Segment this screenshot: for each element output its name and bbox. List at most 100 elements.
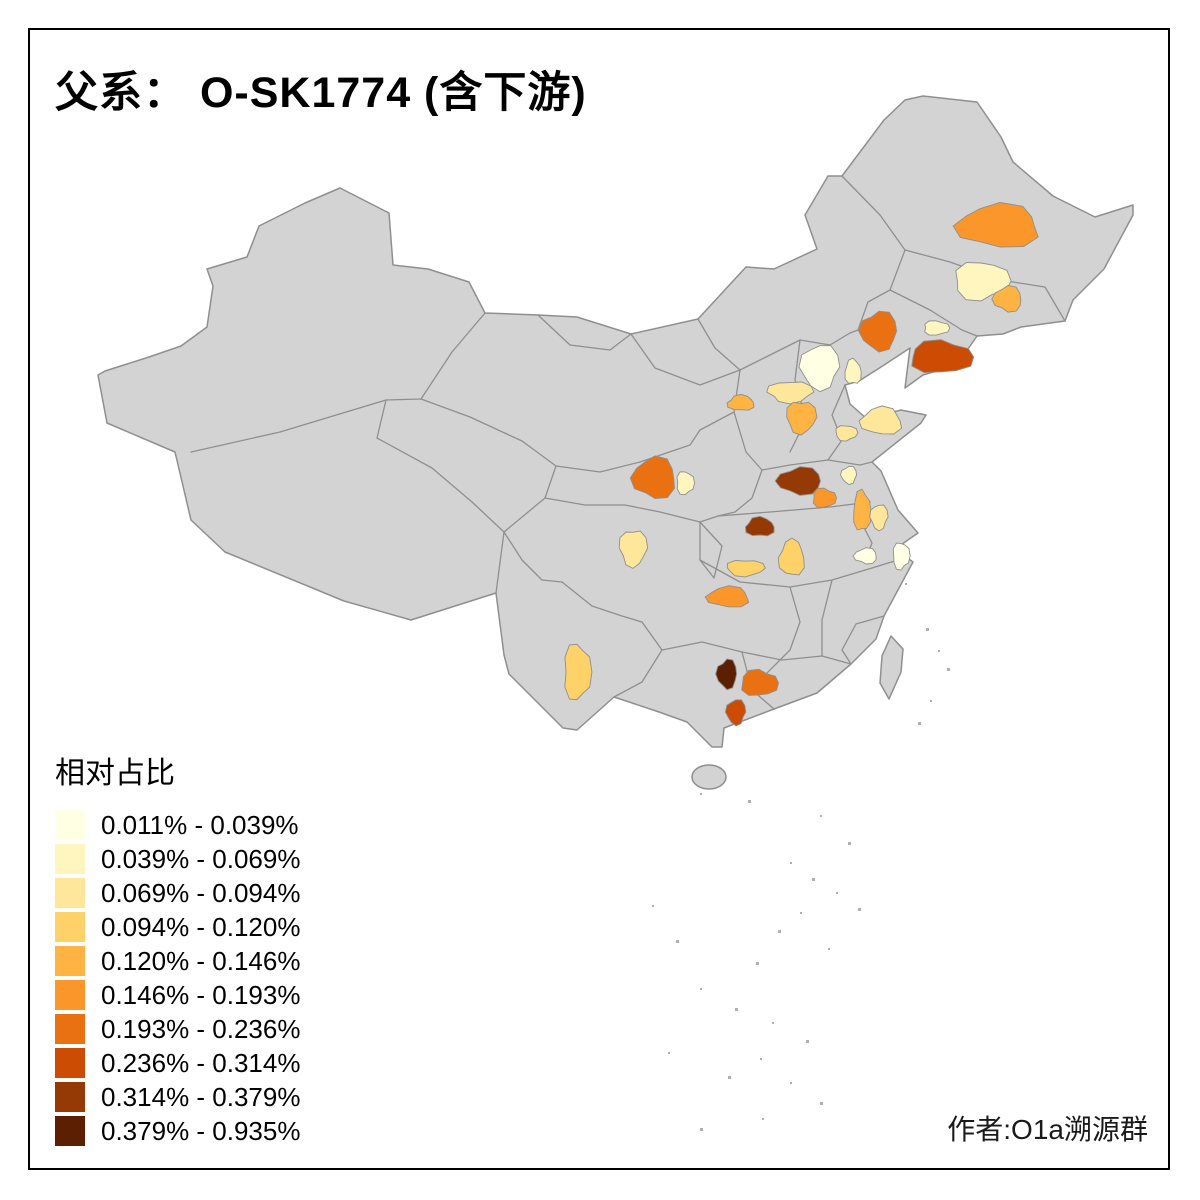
legend-label: 0.120% - 0.146% (101, 946, 301, 976)
legend-row: 0.379% - 0.935% (55, 1114, 300, 1148)
legend-row: 0.011% - 0.039% (55, 808, 300, 842)
legend-swatch (55, 946, 85, 976)
sea-island-speck (806, 1040, 809, 1043)
map-region (911, 339, 975, 373)
legend-label: 0.094% - 0.120% (101, 912, 301, 942)
map-region (858, 310, 898, 353)
legend-row: 0.094% - 0.120% (55, 910, 300, 944)
sea-island-speck (848, 842, 851, 845)
legend-swatch (55, 878, 85, 908)
sea-island-speck (700, 1128, 703, 1131)
map-region (835, 425, 859, 442)
sea-island-speck (820, 1102, 823, 1105)
sea-island-speck (668, 1052, 670, 1054)
legend-swatch (55, 980, 85, 1010)
map-region (741, 668, 779, 696)
province-borders (190, 175, 1066, 710)
sea-island-speck (926, 628, 929, 631)
legend-label: 0.146% - 0.193% (101, 980, 301, 1010)
author-credit: 作者:O1a溯源群 (947, 1114, 1148, 1145)
map-region (745, 515, 775, 537)
sea-island-speck (812, 878, 815, 881)
map-region (869, 504, 889, 532)
legend-title: 相对占比 (55, 757, 175, 790)
legend-label: 0.069% - 0.094% (101, 878, 301, 908)
legend-row: 0.120% - 0.146% (55, 944, 300, 978)
sea-island-speck (918, 722, 921, 725)
map-region (853, 488, 872, 531)
legend-label: 0.236% - 0.314% (101, 1048, 301, 1078)
legend-row: 0.193% - 0.236% (55, 1012, 300, 1046)
map-region (924, 320, 951, 336)
south-china-sea-islands (652, 583, 950, 1131)
map-region (766, 381, 815, 405)
map-region (629, 455, 675, 500)
map-region (844, 357, 862, 384)
legend-swatch (55, 844, 85, 874)
sea-island-speck (858, 908, 861, 911)
map-region (892, 542, 911, 571)
map-region (798, 345, 841, 393)
legend-label: 0.193% - 0.236% (101, 1014, 301, 1044)
sea-island-speck (820, 815, 822, 817)
map-region (777, 537, 805, 576)
map-region (676, 471, 696, 496)
taiwan-island (879, 635, 904, 700)
legend: 相对占比 0.011% - 0.039% 0.039% - 0.069% 0.069… (55, 748, 300, 1148)
sea-island-speck (735, 1008, 738, 1011)
sea-island-speck (905, 583, 907, 585)
map-region (858, 405, 903, 435)
map-region (774, 466, 821, 496)
legend-swatch (55, 810, 85, 840)
map-region (952, 202, 1039, 248)
china-outline (97, 95, 1134, 748)
sea-island-speck (762, 1118, 764, 1120)
map-region (726, 560, 766, 578)
sea-island-speck (800, 912, 802, 914)
map-region (786, 401, 818, 436)
legend-rows: 0.011% - 0.039% 0.039% - 0.069% 0.069% - 0… (55, 808, 300, 1148)
sea-island-speck (938, 650, 940, 652)
sea-island-speck (836, 892, 838, 894)
sea-island-speck (930, 700, 932, 702)
highlighted-regions (564, 202, 1039, 727)
map-region (726, 393, 755, 411)
sea-island-speck (756, 962, 759, 965)
legend-label: 0.379% - 0.935% (101, 1116, 301, 1146)
page-title: 父系： O-SK1774 (含下游) (55, 69, 587, 117)
map-region (840, 465, 858, 486)
sea-island-speck (748, 800, 751, 803)
map-region (704, 585, 750, 608)
legend-row: 0.069% - 0.094% (55, 876, 300, 910)
legend-row: 0.146% - 0.193% (55, 978, 300, 1012)
sea-island-speck (700, 793, 702, 795)
map-region (991, 285, 1022, 313)
map-region (852, 547, 877, 565)
sea-island-speck (772, 1022, 774, 1024)
legend-label: 0.039% - 0.069% (101, 844, 301, 874)
legend-label: 0.011% - 0.039% (101, 810, 299, 840)
legend-row: 0.314% - 0.379% (55, 1080, 300, 1114)
legend-swatch (55, 1082, 85, 1112)
legend-row: 0.236% - 0.314% (55, 1046, 300, 1080)
legend-swatch (55, 1014, 85, 1044)
map-region (724, 699, 747, 727)
legend-row: 0.039% - 0.069% (55, 842, 300, 876)
sea-island-speck (652, 905, 654, 907)
map-region (618, 530, 649, 569)
sea-island-speck (790, 862, 792, 864)
legend-swatch (55, 912, 85, 942)
sea-island-speck (790, 1082, 792, 1084)
sea-island-speck (778, 930, 781, 933)
map-region (564, 643, 593, 701)
map-region (812, 487, 837, 508)
legend-swatch (55, 1048, 85, 1078)
sea-island-speck (700, 988, 702, 990)
sea-island-speck (676, 940, 679, 943)
hainan-island (691, 764, 727, 790)
sea-island-speck (828, 948, 830, 950)
sea-island-speck (947, 668, 950, 671)
legend-swatch (55, 1116, 85, 1146)
sea-island-speck (760, 1058, 762, 1060)
map-region (715, 658, 738, 691)
